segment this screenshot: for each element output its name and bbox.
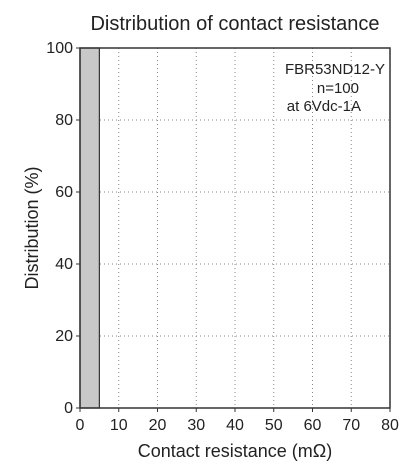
- y-tick-label: 0: [64, 400, 73, 417]
- y-tick-label: 60: [55, 184, 73, 201]
- x-tick-label: 80: [381, 417, 399, 434]
- histogram-bar: [79, 47, 100, 409]
- chart-title: Distribution of contact resistance: [90, 13, 379, 35]
- x-tick-label: 70: [342, 417, 360, 434]
- x-tick-label: 0: [76, 417, 85, 434]
- y-tick-label: 40: [55, 256, 73, 273]
- y-tick-labels: 0 20 40 60 80 100: [46, 40, 80, 417]
- x-tick-labels: 0 10 20 30 40 50 60 70 80: [76, 408, 399, 434]
- x-tick-label: 50: [265, 417, 283, 434]
- x-tick-label: 10: [110, 417, 128, 434]
- annotation-line: n=100: [317, 80, 359, 97]
- annotation-line: at 6Vdc-1A: [287, 98, 361, 115]
- bars: [79, 47, 100, 409]
- annotation-line: FBR53ND12-Y: [285, 61, 385, 78]
- y-axis-label: Distribution (%): [22, 166, 42, 289]
- x-tick-label: 60: [304, 417, 322, 434]
- x-tick-label: 20: [149, 417, 167, 434]
- x-axis-label: Contact resistance (mΩ): [138, 441, 333, 461]
- y-tick-label: 100: [46, 40, 73, 57]
- x-tick-label: 40: [226, 417, 244, 434]
- x-tick-label: 30: [187, 417, 205, 434]
- grid-lines: [80, 48, 390, 408]
- y-tick-label: 80: [55, 112, 73, 129]
- y-tick-label: 20: [55, 328, 73, 345]
